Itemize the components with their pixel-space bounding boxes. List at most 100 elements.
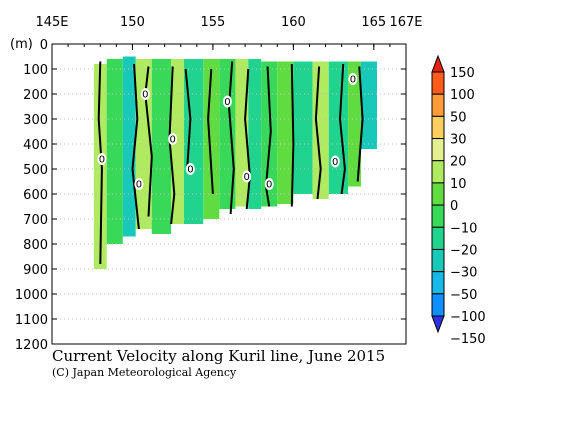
- colorbar-label: −20: [450, 243, 477, 258]
- colorbar-cell: [431, 182, 445, 206]
- zero-label: 0: [266, 180, 272, 191]
- colorbar-label: −100: [450, 310, 486, 325]
- colorbar-label: 30: [450, 133, 467, 148]
- velocity-band: [312, 61, 329, 199]
- colorbar-cell: [431, 315, 445, 334]
- y-tick-label: 700: [23, 213, 48, 228]
- colorbar-cell: [431, 71, 445, 95]
- zero-contour-line: [207, 68, 214, 195]
- y-tick-label: 400: [23, 138, 48, 153]
- zero-contour-line: [244, 68, 251, 210]
- velocity-band: [235, 59, 249, 207]
- zero-label: 0: [99, 155, 105, 166]
- x-tick-label: 160: [281, 15, 306, 30]
- colorbar-cell: [431, 115, 445, 140]
- zero-contour-line: [356, 66, 364, 182]
- y-tick-label: 200: [23, 88, 48, 103]
- zero-contour-line: [168, 66, 176, 225]
- x-tick-label: 155: [200, 15, 225, 30]
- x-tick-label: 165: [361, 15, 386, 30]
- y-tick-label: 900: [23, 263, 48, 278]
- velocity-band: [106, 59, 123, 244]
- colorbar-label: 50: [450, 110, 467, 125]
- colorbar-label: −150: [450, 332, 486, 347]
- x-tick-label: 150: [120, 15, 145, 30]
- colorbar-cell: [431, 138, 445, 162]
- zero-label: 0: [136, 180, 142, 191]
- zero-label-bg: [185, 163, 195, 175]
- zero-contours: [97, 61, 364, 265]
- plot-area: 0 0 0 0 0 0 0 0 0 0 145E 150 155 160 165 167E 100 200 30…: [15, 15, 423, 353]
- velocity-band: [93, 64, 107, 269]
- zero-contour-line: [314, 66, 322, 200]
- velocity-band: [261, 61, 278, 207]
- velocity-band: [151, 59, 172, 234]
- zero-label: 0: [142, 90, 148, 101]
- velocity-band: [277, 61, 294, 204]
- colorbar-label: 150: [450, 66, 475, 81]
- y-tick-label: 0: [40, 38, 48, 53]
- colorbar-label: 0: [450, 199, 458, 214]
- zero-contour-line: [290, 63, 295, 207]
- colorbar-cell: [431, 160, 445, 184]
- y-tick-label: 800: [23, 238, 48, 253]
- zero-label: 0: [187, 165, 193, 176]
- y-axis-label: (m): [10, 37, 33, 52]
- colorbar-cell: [431, 293, 445, 317]
- x-tick-label: 145E: [35, 15, 68, 30]
- y-tick-label: 300: [23, 113, 48, 128]
- colorbar-label: 20: [450, 155, 467, 170]
- y-tick-label: 1000: [15, 288, 48, 303]
- velocity-band: [203, 59, 220, 219]
- velocity-band: [348, 61, 361, 187]
- zero-contour-labels: 0 0 0 0 0 0 0 0 0 0: [97, 73, 358, 191]
- y-tick-label: 1200: [15, 338, 48, 353]
- zero-contour-line: [264, 66, 272, 207]
- velocity-band: [219, 59, 236, 209]
- zero-label: 0: [332, 157, 338, 168]
- zero-label-bg: [222, 95, 232, 108]
- zero-label-bg: [330, 155, 340, 168]
- zero-contour-line: [131, 63, 140, 230]
- zero-label-bg: [134, 178, 144, 190]
- zero-label-bg: [348, 73, 358, 85]
- velocity-band: [122, 56, 136, 237]
- zero-contour-line: [97, 61, 103, 265]
- colorbar-label: −30: [450, 266, 477, 281]
- zero-label: 0: [350, 75, 356, 86]
- y-tick-label: 500: [23, 163, 48, 178]
- x-tick-label: 167E: [389, 15, 422, 30]
- colorbar-cell: [431, 93, 445, 117]
- velocity-band: [293, 61, 313, 194]
- zero-contour-line: [144, 66, 153, 217]
- credit-text: (C) Japan Meteorological Agency: [52, 366, 237, 379]
- colorbar-cell: [431, 226, 445, 250]
- y-tick-label: 100: [23, 63, 48, 78]
- zero-label-bg: [168, 133, 178, 145]
- zero-label: 0: [224, 97, 230, 108]
- colorbar-cell: [431, 271, 445, 295]
- velocity-band: [360, 61, 378, 149]
- colorbar-cell: [431, 54, 445, 73]
- colorbar-cell: [431, 248, 445, 273]
- zero-label-bg: [140, 88, 150, 100]
- y-tick-label: 1100: [15, 313, 48, 328]
- zero-contour-line: [338, 63, 346, 195]
- zero-label: 0: [244, 172, 250, 183]
- colorbar-label: 100: [450, 88, 475, 103]
- chart-title: Current Velocity along Kuril line, June …: [52, 347, 385, 365]
- zero-label-bg: [97, 153, 107, 165]
- zero-contour-line: [184, 68, 192, 170]
- zero-label-bg: [242, 170, 252, 183]
- colorbar-label: 10: [450, 177, 467, 192]
- zero-label-bg: [264, 178, 274, 190]
- colorbar-label: −10: [450, 221, 477, 236]
- colorbar-cell: [431, 204, 445, 228]
- colorbar-label: −50: [450, 288, 477, 303]
- y-axis-ticks: 100 200 300 400 500 600 700 800 900 1000 1100 1200 0: [15, 38, 406, 353]
- zero-contour-line: [227, 61, 235, 215]
- velocity-band: [248, 59, 262, 209]
- y-tick-label: 600: [23, 188, 48, 203]
